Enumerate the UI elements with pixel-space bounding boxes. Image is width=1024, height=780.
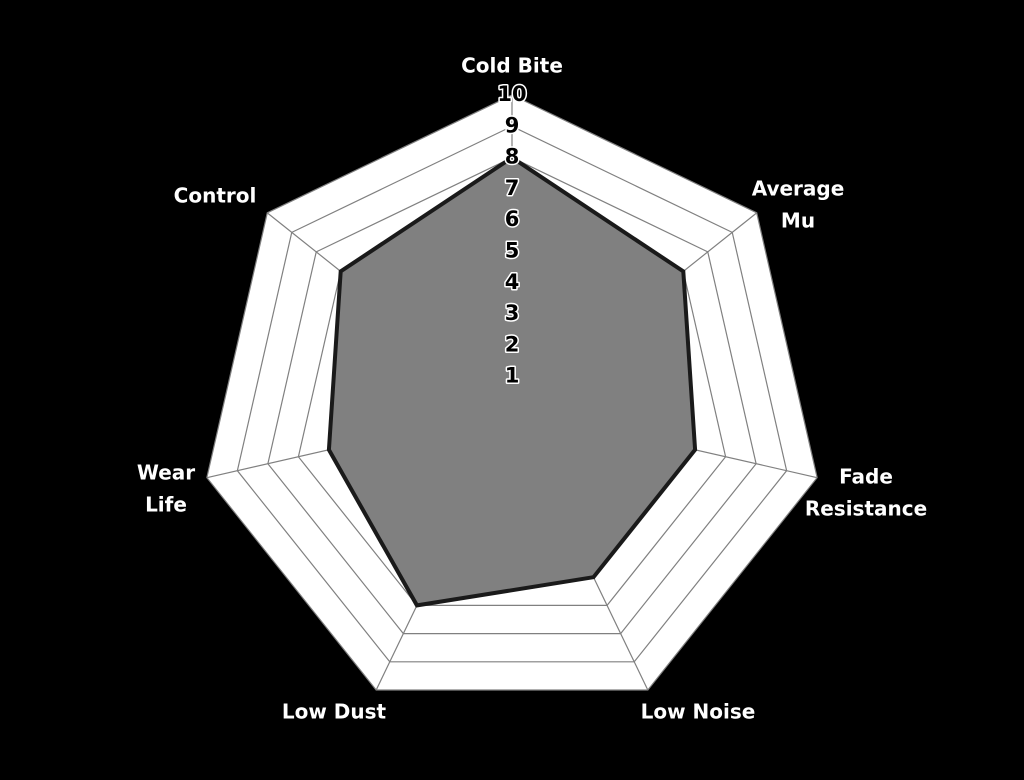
axis-label-average-mu-line2: Mu: [781, 209, 815, 233]
radial-tick-9: 9: [505, 113, 520, 137]
radial-tick-4: 4: [505, 270, 520, 294]
axis-label-cold-bite: Cold Bite: [461, 54, 563, 78]
radial-tick-2: 2: [505, 332, 520, 356]
radial-tick-6: 6: [505, 207, 520, 231]
radial-tick-7: 7: [505, 176, 520, 200]
radial-tick-8: 8: [505, 145, 520, 169]
axis-label-average-mu-line1: Average: [752, 177, 845, 201]
axis-label-wear-life-line2: Life: [145, 493, 187, 517]
radial-tick-3: 3: [505, 301, 520, 325]
axis-label-fade-resistance-line1: Fade: [839, 465, 893, 489]
axis-label-fade-resistance-line2: Resistance: [805, 497, 927, 521]
radial-tick-labels: 1 2 3 4 5 6 7 8 9 10: [496, 81, 528, 390]
axis-label-control: Control: [174, 184, 257, 208]
radar-series-polygon: [326, 155, 698, 608]
radial-tick-5: 5: [505, 239, 520, 263]
axis-label-wear-life-line1: Wear: [137, 461, 195, 485]
radial-tick-10: 10: [497, 82, 526, 106]
radial-tick-1: 1: [505, 364, 520, 388]
axis-label-low-dust: Low Dust: [282, 700, 387, 724]
axis-label-low-noise: Low Noise: [641, 700, 756, 724]
